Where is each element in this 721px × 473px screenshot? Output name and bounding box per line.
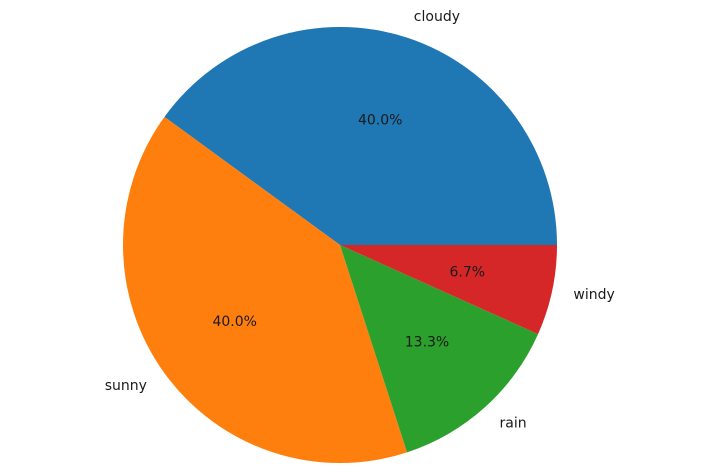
slice-percent-cloudy: 40.0% [358,113,402,129]
slice-label-sunny: sunny [105,378,147,394]
pie-slice-rain [340,245,539,453]
pie-slice-windy [340,245,557,335]
pie-labels: cloudy 40.0% sunny 40.0% rain 13.3% windy 6.7% [105,9,615,431]
slice-percent-rain: 13.3% [405,334,449,350]
slice-percent-windy: 6.7% [450,264,486,280]
slice-percent-sunny: 40.0% [212,314,256,330]
pie-slices [122,26,557,464]
slice-label-cloudy: cloudy [414,9,460,25]
pie-slice-sunny [122,116,408,464]
slice-label-rain: rain [500,415,527,431]
slice-label-windy: windy [573,287,614,303]
pie-slice-cloudy [164,26,557,245]
